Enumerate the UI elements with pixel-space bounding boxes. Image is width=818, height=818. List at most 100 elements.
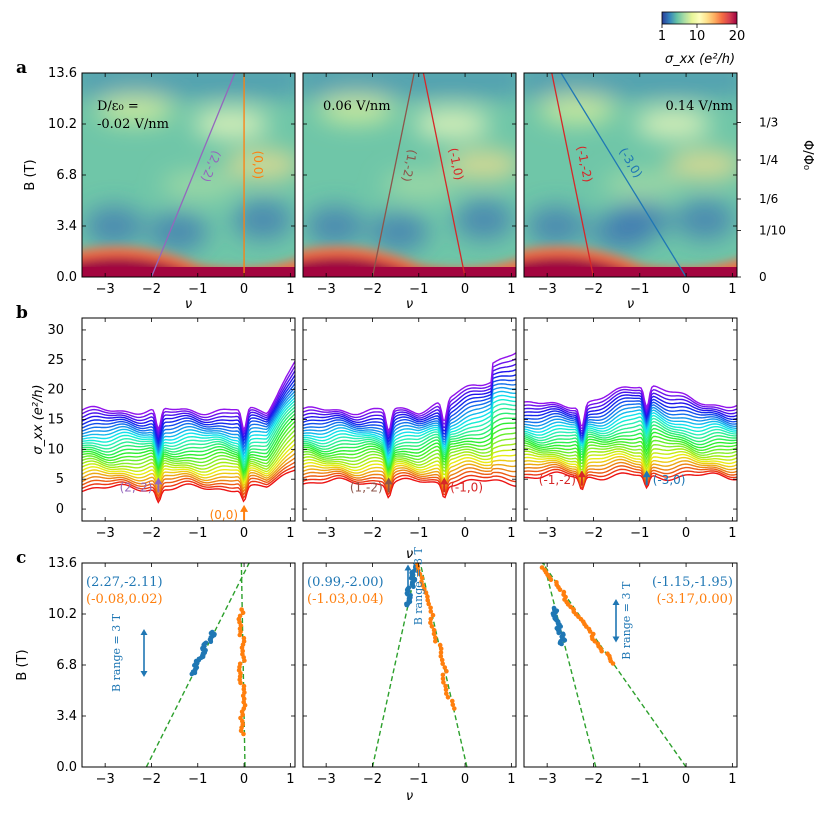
data-point bbox=[443, 687, 449, 693]
y-tick-label: 6.8 bbox=[56, 168, 77, 183]
data-point bbox=[419, 575, 425, 581]
sigma-curve bbox=[82, 365, 295, 436]
data-point bbox=[430, 612, 436, 618]
y-tick-label: 0.0 bbox=[56, 760, 77, 775]
sigma-curve bbox=[82, 406, 295, 467]
sigma-curve bbox=[303, 386, 516, 454]
sigma-curve bbox=[303, 448, 516, 479]
data-point bbox=[428, 620, 433, 625]
x-tick-label: −1 bbox=[188, 526, 207, 541]
data-point bbox=[419, 579, 424, 584]
data-point bbox=[444, 691, 449, 696]
y-tick-label: 3.4 bbox=[56, 709, 77, 724]
x-tick-label: 0 bbox=[240, 772, 248, 787]
x-axis-label: ν bbox=[406, 547, 413, 562]
sigma-curve bbox=[82, 469, 295, 504]
x-tick-label: 1 bbox=[728, 526, 736, 541]
sigma-curve bbox=[524, 400, 737, 439]
sigma-curve bbox=[524, 406, 737, 442]
y-tick-label: 10.2 bbox=[48, 607, 77, 622]
b-range-arrow-head bbox=[612, 599, 620, 605]
sigma-curve bbox=[82, 386, 295, 452]
sigma-curve bbox=[303, 437, 516, 476]
x-tick-label: −3 bbox=[317, 282, 336, 297]
x-tick-label: −2 bbox=[142, 282, 161, 297]
data-point bbox=[439, 657, 445, 663]
x-tick-label: 0 bbox=[682, 772, 690, 787]
wannier-line-label: (1,-2) bbox=[399, 148, 419, 183]
sigma-curve bbox=[82, 379, 295, 445]
x-tick-label: −1 bbox=[409, 526, 428, 541]
marker-arrow-head bbox=[642, 470, 651, 478]
data-point bbox=[440, 676, 446, 681]
sigma-curve bbox=[303, 383, 516, 451]
wannier-line bbox=[371, 73, 415, 277]
heatmap-image: (1,-2) (-1,0) bbox=[303, 73, 516, 277]
panels: (2,-2) (0,0)−3 −2 −1 0 10.03.46.810.213.6D/ε₀… bbox=[15, 66, 815, 804]
x-tick-label: 0 bbox=[461, 282, 469, 297]
data-point bbox=[237, 661, 243, 667]
sigma-curve bbox=[524, 439, 737, 464]
sigma-curve bbox=[524, 412, 737, 446]
y-tick-label: 13.6 bbox=[48, 66, 77, 81]
data-point bbox=[241, 635, 247, 641]
y-tick-label: 6.8 bbox=[56, 658, 77, 673]
sigma-curve bbox=[524, 455, 737, 480]
fit-label-blue: (-1.15,-1.95) bbox=[652, 575, 733, 590]
x-tick-label: −3 bbox=[538, 526, 557, 541]
fit-panel-1: −3 −2 −1 0 1 0.0 3.4 6.8 10.2 13.6 (2.27,-2.11) (-0… bbox=[15, 556, 296, 787]
sigma-curve bbox=[524, 385, 737, 427]
x-tick-label: 1 bbox=[286, 772, 294, 787]
marker-arrow-head bbox=[440, 477, 449, 485]
sigma-curve bbox=[524, 458, 737, 483]
sigma-curve bbox=[82, 457, 295, 495]
y-tick-label: 0 bbox=[56, 502, 64, 517]
phi-tick-label: 1/6 bbox=[759, 192, 778, 206]
sigma-curve bbox=[303, 352, 516, 433]
data-point bbox=[423, 590, 429, 596]
x-tick-label: −1 bbox=[630, 772, 649, 787]
sigma-curve bbox=[303, 459, 516, 484]
sigma-curve bbox=[82, 465, 295, 501]
x-tick-label: 1 bbox=[507, 772, 515, 787]
data-point bbox=[416, 568, 421, 573]
data-point bbox=[431, 627, 437, 633]
data-point bbox=[422, 586, 427, 592]
sigma-curve bbox=[524, 461, 737, 485]
y-tick-label: 30 bbox=[47, 323, 64, 338]
data-point bbox=[425, 594, 430, 599]
x-tick-label: 0 bbox=[682, 526, 690, 541]
data-point bbox=[433, 635, 438, 640]
sigma-curve bbox=[524, 468, 737, 489]
sigma-curve bbox=[82, 383, 295, 449]
sigma-curve bbox=[524, 424, 737, 453]
x-tick-label: −2 bbox=[363, 772, 382, 787]
sigma-curve bbox=[82, 443, 295, 485]
wannier-line bbox=[150, 73, 236, 277]
x-tick-label: −3 bbox=[96, 282, 115, 297]
sigma-curve bbox=[303, 467, 516, 490]
y-tick-label: 10.2 bbox=[48, 117, 77, 132]
heatmap-panel-2: (1,-2) (-1,0) −3 −2 −1 0 1 0.06 V/nm ν bbox=[302, 72, 517, 312]
marker-label: (2,-2) bbox=[120, 480, 153, 494]
phi-tick-label: 1/4 bbox=[759, 153, 778, 167]
x-tick-label: −3 bbox=[317, 772, 336, 787]
x-tick-label: −2 bbox=[584, 772, 603, 787]
data-point bbox=[433, 639, 438, 644]
sigma-curve bbox=[82, 461, 295, 498]
x-tick-label: −3 bbox=[96, 772, 115, 787]
x-tick-label: −3 bbox=[538, 772, 557, 787]
y-tick-label: 5 bbox=[56, 472, 64, 487]
x-tick-label: −2 bbox=[142, 772, 161, 787]
y-tick-label: 10 bbox=[47, 442, 64, 457]
row-label-c: c bbox=[16, 548, 26, 568]
data-point bbox=[445, 695, 451, 700]
sigma-curve bbox=[82, 400, 295, 462]
x-tick-label: 1 bbox=[728, 772, 736, 787]
sigma-curve bbox=[82, 370, 295, 439]
y-tick-label: 13.6 bbox=[48, 556, 77, 571]
sigma-curve bbox=[82, 409, 295, 470]
sigma-curve bbox=[524, 453, 737, 477]
phi-tick-label: 1/3 bbox=[759, 116, 778, 130]
